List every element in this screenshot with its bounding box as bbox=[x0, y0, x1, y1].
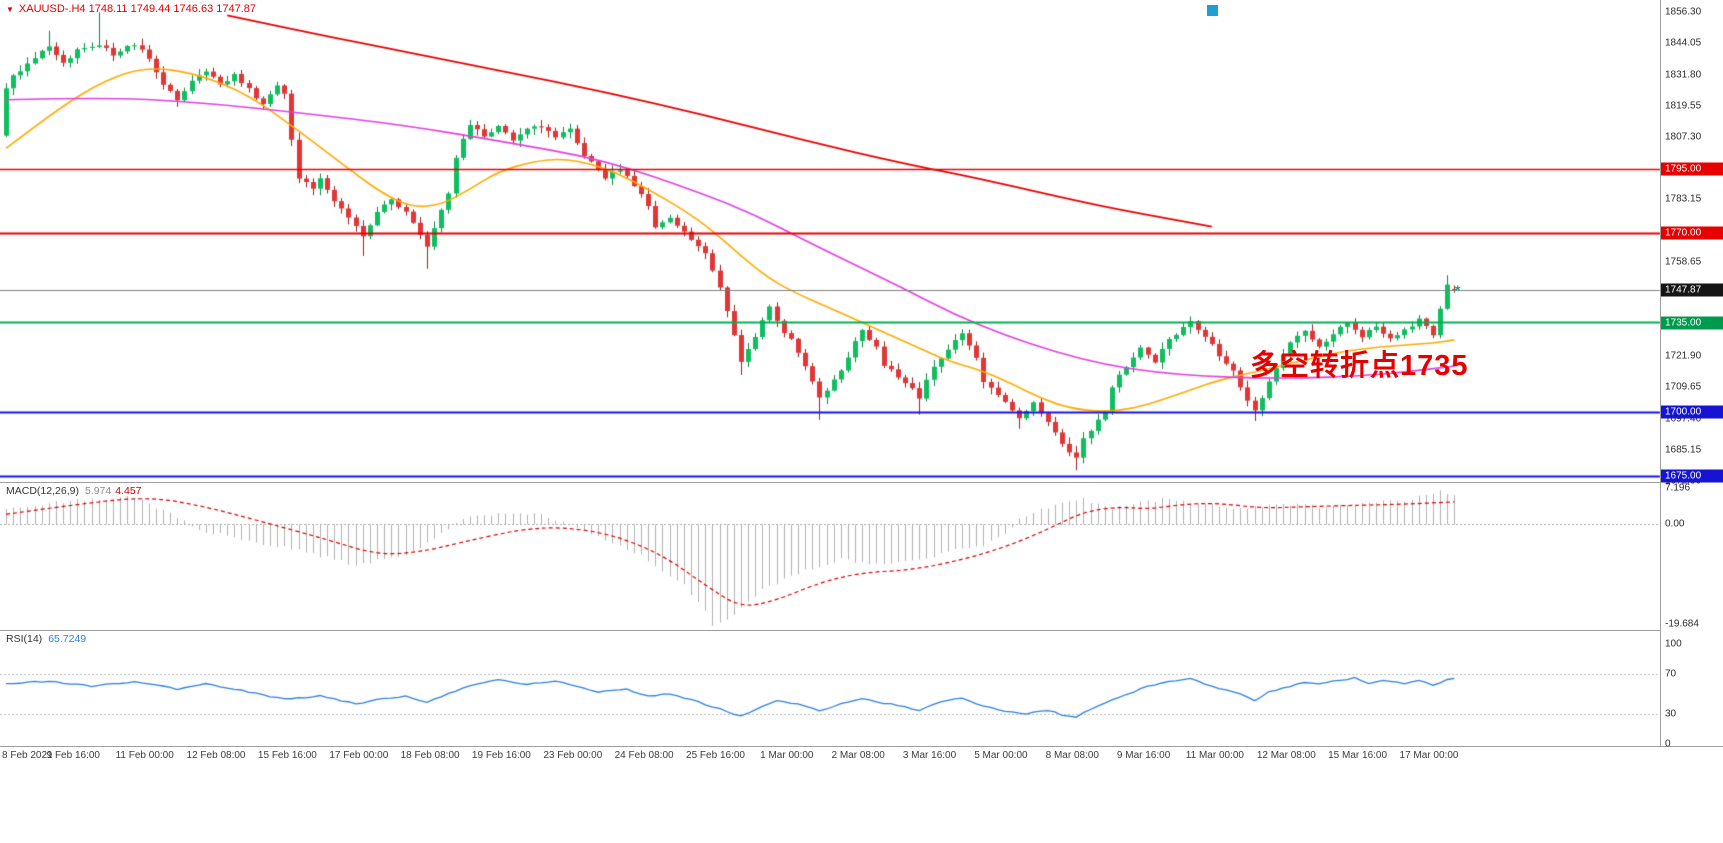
time-tick-label: 12 Feb 08:00 bbox=[186, 750, 246, 761]
price-axis[interactable]: 1856.30 1844.05 1831.80 1819.55 1807.30 1783.… bbox=[1661, 0, 1723, 750]
price-tick-label: 1856.30 bbox=[1665, 6, 1702, 18]
macd-indicator-label: MACD(12,26,9) 5.974 4.457 bbox=[6, 485, 142, 497]
time-tick-label: 3 Mar 16:00 bbox=[902, 750, 957, 761]
time-tick-label: 11 Feb 00:00 bbox=[115, 750, 174, 761]
price-tick-label: 1721.90 bbox=[1665, 350, 1702, 362]
macd-tick-label: -19.684 bbox=[1665, 618, 1699, 630]
time-tick-label: 5 Mar 00:00 bbox=[974, 750, 1028, 761]
macd-tick-label: 0.00 bbox=[1665, 518, 1685, 530]
price-level-badge: 1735.00 bbox=[1661, 316, 1723, 329]
time-tick-label: 18 Feb 08:00 bbox=[400, 750, 460, 761]
time-tick-label: 15 Feb 16:00 bbox=[257, 750, 317, 761]
symbol-info: ▼ XAUUSD-.H4 1748.11 1749.44 1746.63 174… bbox=[6, 3, 256, 15]
time-axis-separator bbox=[0, 746, 1723, 747]
chart-object-marker[interactable] bbox=[1207, 5, 1218, 16]
macd-tick-label: 7.196 bbox=[1665, 482, 1691, 494]
time-tick-label: 17 Feb 00:00 bbox=[329, 750, 389, 761]
time-tick-label: 9 Feb 16:00 bbox=[46, 750, 100, 761]
time-tick-label: 1 Mar 00:00 bbox=[760, 750, 814, 761]
macd-name: MACD(12,26,9) bbox=[6, 485, 79, 497]
price-level-badge: 1795.00 bbox=[1661, 162, 1723, 176]
rsi-tick-label: 100 bbox=[1665, 638, 1682, 650]
annotation-text[interactable]: 多空转折点1735 bbox=[1250, 350, 1469, 382]
price-tick-label: 1758.65 bbox=[1665, 256, 1702, 268]
price-tick-label: 1783.15 bbox=[1665, 193, 1702, 205]
time-tick-label: 9 Mar 16:00 bbox=[1116, 750, 1171, 761]
rsi-tick-label: 0 bbox=[1665, 738, 1671, 750]
time-tick-label: 12 Mar 08:00 bbox=[1256, 750, 1316, 761]
price-tick-label: 1685.15 bbox=[1665, 444, 1702, 456]
price-level-badge: 1700.00 bbox=[1661, 405, 1723, 419]
time-tick-label: 25 Feb 16:00 bbox=[686, 750, 745, 761]
macd-signal-value: 4.457 bbox=[115, 485, 142, 497]
pane-separator-rsi[interactable] bbox=[0, 630, 1723, 631]
rsi-name: RSI(14) bbox=[6, 633, 43, 645]
price-axis-separator bbox=[1660, 0, 1661, 746]
price-level-badge: 1770.00 bbox=[1661, 226, 1723, 240]
time-tick-label: 11 Mar 00:00 bbox=[1185, 750, 1244, 761]
time-tick-label: 15 Mar 16:00 bbox=[1328, 750, 1388, 761]
price-tick-label: 1709.65 bbox=[1665, 381, 1702, 393]
price-tick-label: 1831.80 bbox=[1665, 69, 1702, 81]
rsi-tick-label: 30 bbox=[1665, 708, 1677, 720]
rsi-indicator-label: RSI(14) 65.7249 bbox=[6, 633, 86, 645]
macd-main-value: 5.974 bbox=[84, 485, 112, 497]
time-tick-label: 8 Mar 08:00 bbox=[1045, 750, 1099, 761]
price-arrow-icon: * bbox=[1455, 282, 1461, 298]
rsi-value: 65.7249 bbox=[48, 633, 87, 645]
time-axis[interactable]: 8 Feb 2021 9 Feb 16:00 11 Feb 00:00 12 Feb … bbox=[0, 748, 1723, 766]
symbol-dropdown-icon[interactable]: ▼ bbox=[6, 4, 14, 14]
price-tick-label: 1819.55 bbox=[1665, 100, 1702, 112]
time-tick-label: 19 Feb 16:00 bbox=[471, 750, 531, 761]
chart-plot-area[interactable] bbox=[0, 0, 1723, 746]
time-tick-label: 23 Feb 00:00 bbox=[543, 750, 603, 761]
price-tick-label: 1807.30 bbox=[1665, 131, 1702, 143]
price-level-badge: 1747.87 bbox=[1661, 283, 1723, 297]
time-tick-label: 2 Mar 08:00 bbox=[831, 750, 885, 761]
price-level-badge: 1675.00 bbox=[1661, 469, 1723, 483]
time-tick-label: 17 Mar 00:00 bbox=[1399, 750, 1459, 761]
time-tick-label: 24 Feb 08:00 bbox=[614, 750, 674, 761]
price-tick-label: 1697.40 bbox=[1665, 413, 1702, 425]
pane-separator-macd[interactable] bbox=[0, 482, 1723, 483]
rsi-tick-label: 70 bbox=[1665, 668, 1677, 680]
time-tick-label: 8 Feb 2021 bbox=[2, 750, 53, 761]
price-tick-label: 1844.05 bbox=[1665, 37, 1702, 49]
symbol-ohlc-text: XAUUSD-.H4 1748.11 1749.44 1746.63 1747.… bbox=[18, 3, 257, 15]
